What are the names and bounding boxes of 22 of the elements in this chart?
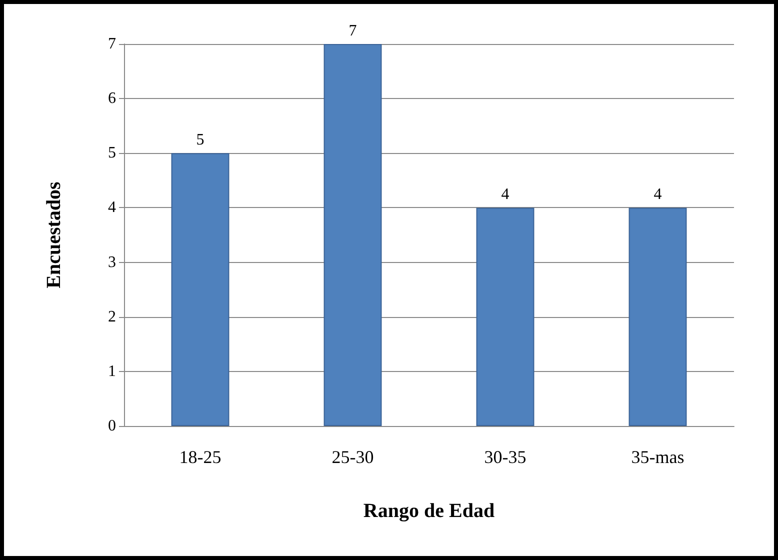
bar xyxy=(476,208,534,426)
x-tick-label: 35-mas xyxy=(631,447,684,467)
x-tick-label: 25-30 xyxy=(332,447,374,467)
data-label: 7 xyxy=(348,22,357,40)
data-label: 5 xyxy=(196,132,204,149)
data-label: 4 xyxy=(654,186,662,204)
y-tick-label: 0 xyxy=(108,418,116,434)
x-axis-title: Rango de Edad xyxy=(363,500,495,522)
y-axis-title: Encuestados xyxy=(43,181,65,288)
bar xyxy=(324,44,382,426)
y-tick-label: 4 xyxy=(108,199,116,216)
y-tick-label: 1 xyxy=(108,362,116,380)
y-tick-label: 6 xyxy=(108,90,116,108)
x-tick-label: 30-35 xyxy=(484,447,526,467)
y-tick-label: 2 xyxy=(108,308,116,326)
bar xyxy=(171,153,230,426)
y-tick-label: 7 xyxy=(108,36,116,52)
y-tick-label: 3 xyxy=(108,254,116,271)
y-tick-label: 5 xyxy=(108,144,116,162)
bar xyxy=(628,208,687,426)
x-tick-label: 18-25 xyxy=(179,447,222,467)
data-label: 4 xyxy=(501,186,510,204)
